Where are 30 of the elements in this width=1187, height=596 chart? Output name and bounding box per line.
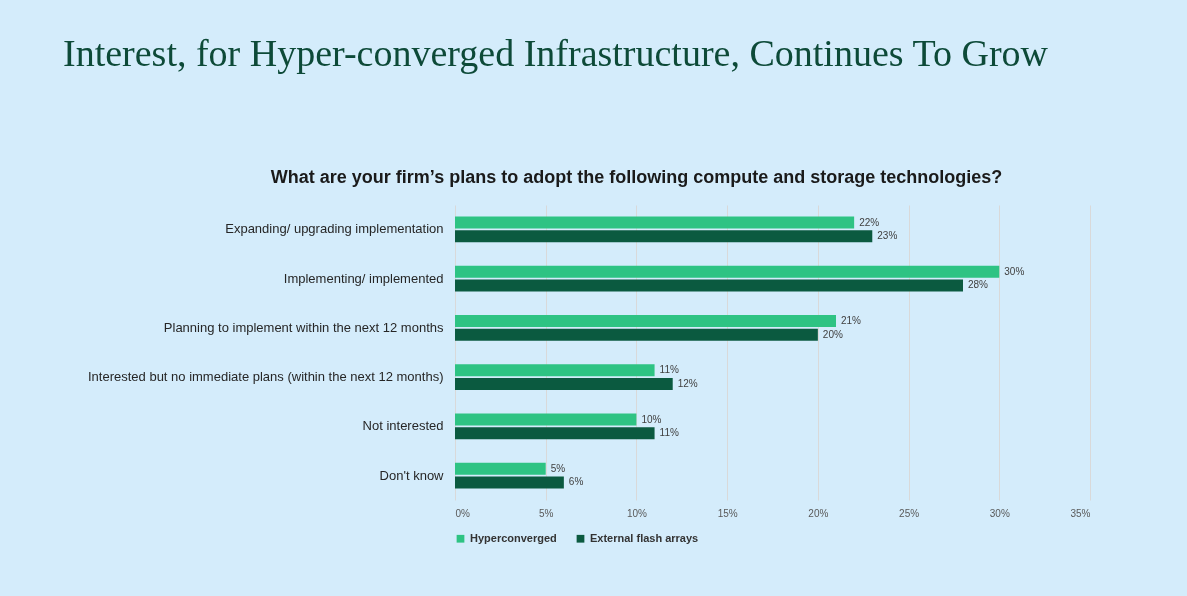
x-tick-label: 35% bbox=[1070, 507, 1091, 519]
data-label: 28% bbox=[968, 279, 989, 291]
data-label: 22% bbox=[859, 216, 880, 228]
data-label: 30% bbox=[1004, 265, 1025, 277]
data-label: 21% bbox=[841, 315, 862, 327]
data-label: 11% bbox=[659, 427, 679, 439]
x-tick-label: 20% bbox=[808, 507, 829, 519]
x-tick-label: 5% bbox=[538, 507, 554, 519]
x-tick-label: 25% bbox=[899, 507, 920, 519]
data-label: 12% bbox=[677, 377, 698, 389]
legend-label: External flash arrays bbox=[590, 531, 699, 544]
y-tick-label: Don't know bbox=[379, 467, 445, 483]
chart-title: Interest, for Hyper-converged Infrastructure, Continues To Grow bbox=[63, 32, 1049, 74]
x-tick-label: 30% bbox=[989, 507, 1010, 519]
data-label: 11% bbox=[659, 364, 679, 376]
data-label: 10% bbox=[641, 413, 662, 425]
chart-subtitle: What are your firm’s plans to adopt the following compute and storage technologies? bbox=[270, 167, 1003, 187]
legend-label: Hyperconverged bbox=[470, 531, 557, 544]
data-label: 20% bbox=[822, 328, 843, 340]
y-tick-label: Expanding/ upgrading implementation bbox=[225, 221, 444, 237]
y-tick-label: Implementing/ implemented bbox=[283, 270, 444, 286]
y-tick-label: Not interested bbox=[362, 418, 444, 434]
x-tick-label: 0% bbox=[455, 507, 471, 519]
data-label: 6% bbox=[568, 476, 584, 488]
x-tick-label: 15% bbox=[717, 507, 738, 519]
x-tick-label: 10% bbox=[626, 507, 648, 519]
y-tick-label: Interested but no immediate plans (within the next 12 months) bbox=[87, 369, 444, 385]
y-tick-label: Planning to implement within the next 12 months bbox=[163, 319, 444, 335]
data-label: 23% bbox=[877, 230, 898, 242]
data-label: 5% bbox=[550, 462, 566, 474]
